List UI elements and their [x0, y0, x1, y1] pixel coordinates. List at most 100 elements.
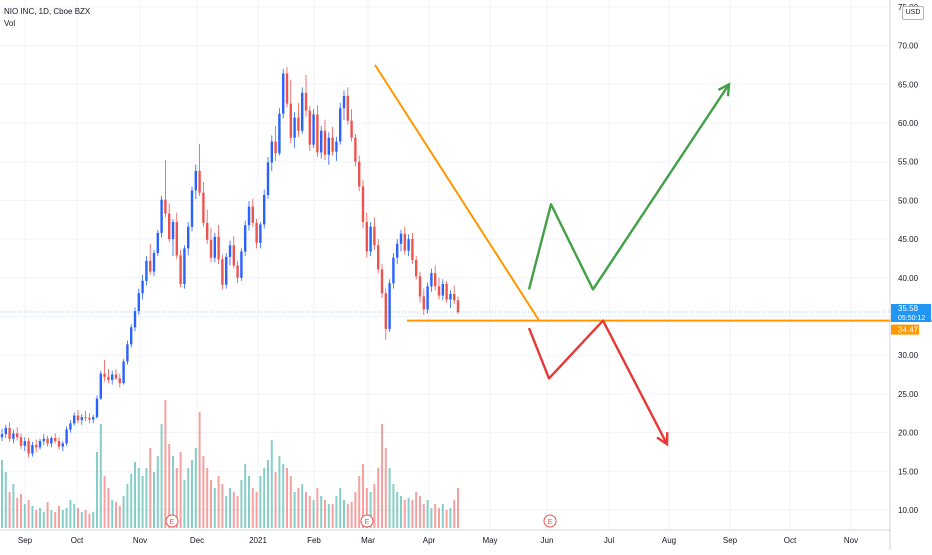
candle-body: [304, 92, 308, 111]
volume-bar: [259, 476, 262, 528]
volume-bars: [1, 400, 459, 528]
volume-bar: [236, 496, 239, 528]
x-tick-label: May: [482, 536, 497, 545]
volume-bar: [194, 448, 197, 528]
candle-body: [407, 239, 410, 251]
volume-bar: [267, 460, 269, 528]
x-tick-label: Aug: [662, 536, 676, 545]
volume-bar: [210, 480, 212, 528]
volume-bar: [35, 510, 38, 528]
candle-body: [69, 423, 72, 430]
volume-bar: [99, 424, 102, 528]
candle-body: [122, 361, 125, 384]
x-tick-label: Nov: [844, 536, 858, 545]
candle-body: [346, 95, 349, 121]
candle-body: [38, 441, 42, 448]
candle-body: [80, 417, 83, 421]
candle-body: [50, 438, 53, 444]
candle-body: [388, 283, 391, 329]
volume-bar: [61, 510, 64, 528]
candle-body: [156, 232, 159, 254]
volume-bar: [403, 500, 406, 528]
candle-body: [130, 327, 133, 345]
volume-bar: [381, 424, 383, 528]
volume-bar: [175, 468, 178, 528]
candle-body: [12, 433, 15, 439]
candle-body: [137, 293, 140, 312]
candle-body: [103, 373, 106, 377]
y-tick-label: 45.00: [898, 235, 919, 244]
volume-bar: [73, 504, 76, 528]
candle-body: [437, 286, 441, 296]
volume-bar: [438, 508, 440, 528]
bullish-path: [527, 83, 731, 291]
volume-bar: [286, 468, 288, 528]
candle-body: [16, 433, 19, 438]
volume-bar: [320, 496, 323, 528]
volume-bar: [16, 498, 19, 528]
volume-bar: [362, 464, 364, 528]
volume-bar: [23, 504, 26, 528]
x-tick-label: Jun: [541, 536, 554, 545]
volume-bar: [172, 456, 174, 528]
candle-body: [213, 236, 216, 258]
volume-bar: [343, 500, 345, 528]
y-tick-label: 60.00: [898, 119, 919, 128]
candle-body: [187, 226, 190, 249]
candle-body: [8, 427, 11, 439]
volume-bar: [1, 460, 3, 528]
candle-body: [236, 265, 239, 278]
currency-badge[interactable]: USD: [902, 6, 924, 20]
volume-bar: [270, 440, 273, 528]
candle-body: [88, 417, 91, 420]
candle-body: [73, 415, 76, 424]
candle-body: [270, 141, 273, 163]
candle-body: [209, 239, 213, 258]
candle-body: [415, 259, 418, 277]
candle-body: [95, 398, 99, 418]
y-tick-label: 40.00: [898, 274, 919, 283]
candle-body: [308, 110, 311, 145]
candle-body: [42, 438, 45, 442]
volume-bar: [312, 500, 315, 528]
x-tick-label: Jul: [604, 536, 614, 545]
volume-bar: [39, 508, 41, 528]
candle-body: [278, 113, 281, 154]
volume-bar: [111, 500, 114, 528]
drawings: [374, 64, 932, 447]
volume-label: Vol: [4, 19, 16, 28]
candle-body: [194, 170, 197, 191]
candle-body: [35, 444, 38, 448]
x-tick-label: Sep: [723, 536, 738, 545]
volume-bar: [369, 492, 372, 528]
volume-bar: [107, 488, 110, 528]
volume-bar: [137, 468, 140, 528]
volume-bar: [327, 504, 330, 528]
volume-bar: [274, 472, 277, 528]
volume-bar: [255, 492, 258, 528]
volume-bar: [156, 456, 159, 528]
volume-bar: [160, 424, 163, 528]
volume-bar: [65, 508, 68, 528]
candle-body: [228, 245, 232, 257]
volume-bar: [293, 492, 296, 528]
earnings-marker-label: E: [365, 519, 370, 526]
candles: [0, 67, 460, 458]
volume-bar: [183, 480, 186, 528]
candle-body: [456, 300, 460, 313]
volume-bar: [187, 468, 190, 528]
candle-body: [183, 248, 186, 284]
volume-bar: [263, 468, 266, 528]
candle-body: [263, 194, 266, 225]
candle-body: [251, 206, 254, 223]
volume-bar: [179, 452, 182, 528]
candle-body: [206, 222, 209, 240]
volume-bar: [373, 484, 376, 528]
volume-bar: [278, 456, 281, 528]
volume-bar: [400, 496, 402, 528]
candle-body: [327, 137, 330, 155]
x-tick-label: Dec: [190, 536, 204, 545]
earnings-marker-label: E: [548, 519, 553, 526]
